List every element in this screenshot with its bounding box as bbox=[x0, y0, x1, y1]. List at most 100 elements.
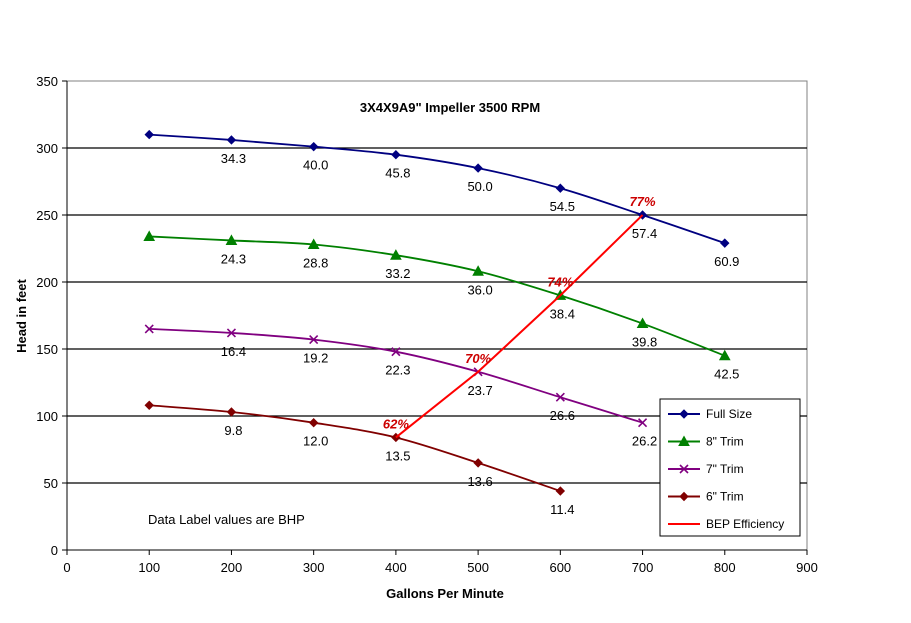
x-tick-label-800: 800 bbox=[714, 560, 736, 575]
x-tick-label-200: 200 bbox=[221, 560, 243, 575]
data-label-8-trim-200: 24.3 bbox=[221, 251, 246, 266]
point-8-trim-200 bbox=[225, 234, 238, 245]
x-tick-label-100: 100 bbox=[138, 560, 160, 575]
data-label-7-trim-300: 19.2 bbox=[303, 351, 328, 366]
point-8-trim-100 bbox=[143, 230, 156, 241]
y-tick-label-250: 250 bbox=[36, 208, 58, 223]
x-tick-label-900: 900 bbox=[796, 560, 818, 575]
data-label-full-size-400: 45.8 bbox=[385, 166, 410, 181]
chart-annotation: Data Label values are BHP bbox=[148, 512, 305, 527]
series-layer bbox=[143, 129, 731, 496]
data-labels: 34.3 40.0 45.8 50.0 54.5 57.4 60.9 24.3 28.8 33.2… bbox=[221, 151, 740, 517]
point-6-trim-200 bbox=[226, 407, 237, 417]
point-full-size-600 bbox=[555, 183, 566, 193]
point-7-trim-400-b bbox=[391, 347, 401, 357]
legend-marker-8-trim bbox=[678, 435, 690, 446]
data-label-full-size-600: 54.5 bbox=[550, 199, 575, 214]
data-label-full-size-200: 34.3 bbox=[221, 151, 246, 166]
point-6-trim-100 bbox=[144, 400, 154, 410]
data-label-8-trim-800: 42.5 bbox=[714, 367, 739, 382]
y-tick-label-100: 100 bbox=[36, 409, 58, 424]
x-tick-label-400: 400 bbox=[385, 560, 407, 575]
legend-label-6-trim: 6" Trim bbox=[706, 490, 744, 504]
data-label-full-size-300: 40.0 bbox=[303, 158, 328, 173]
legend: Full Size 8" Trim 7" Trim 6" Trim BEP Effici… bbox=[659, 398, 801, 537]
data-label-8-trim-400: 33.2 bbox=[385, 266, 410, 281]
point-8-trim-300 bbox=[307, 238, 320, 249]
eff-label-600: 74% bbox=[547, 274, 573, 289]
point-6-trim-600 bbox=[555, 486, 566, 496]
data-label-6-trim-600: 11.4 bbox=[550, 502, 574, 517]
legend-marker-full-size bbox=[679, 409, 689, 419]
point-7-trim-300 bbox=[309, 335, 319, 345]
chart-title: 3X4X9A9" Impeller 3500 RPM bbox=[360, 100, 540, 115]
legend-marker-7-trim bbox=[679, 464, 689, 474]
point-full-size-800 bbox=[720, 238, 730, 248]
point-8-trim-800 bbox=[718, 349, 731, 361]
y-tick-label-300: 300 bbox=[36, 141, 58, 156]
x-axis-title: Gallons Per Minute bbox=[386, 586, 504, 601]
data-label-6-trim-400: 13.5 bbox=[385, 448, 410, 463]
series-line-8-trim bbox=[149, 235, 726, 357]
y-tick-label-200: 200 bbox=[36, 275, 58, 290]
data-label-full-size-500: 50.0 bbox=[467, 179, 492, 194]
legend-label-8-trim: 8" Trim bbox=[706, 435, 744, 449]
point-7-trim-100-b bbox=[144, 324, 154, 334]
point-8-trim-400 bbox=[390, 249, 402, 260]
data-label-8-trim-500: 36.0 bbox=[467, 282, 492, 297]
point-full-size-300 bbox=[308, 141, 319, 152]
legend-marker-6-trim bbox=[679, 491, 689, 502]
data-label-6-trim-500: 13.6 bbox=[467, 474, 492, 489]
y-tick-label-50: 50 bbox=[44, 476, 58, 491]
point-full-size-400 bbox=[391, 149, 401, 160]
data-label-8-trim-700: 39.8 bbox=[632, 335, 657, 350]
eff-label-700: 77% bbox=[630, 194, 656, 209]
x-tick-label-0: 0 bbox=[63, 560, 70, 575]
point-7-trim-600-b bbox=[555, 392, 565, 402]
legend-label-7-trim: 7" Trim bbox=[706, 462, 744, 476]
x-tick-label-700: 700 bbox=[632, 560, 654, 575]
data-label-8-trim-300: 28.8 bbox=[303, 255, 328, 270]
point-full-size-200 bbox=[226, 135, 237, 145]
point-6-trim-300 bbox=[308, 417, 319, 428]
data-label-full-size-800: 60.9 bbox=[714, 254, 739, 269]
data-label-7-trim-600: 26.6 bbox=[550, 408, 575, 423]
point-7-trim-400 bbox=[391, 347, 401, 357]
y-tick-label-350: 350 bbox=[36, 74, 58, 89]
x-tick-label-300: 300 bbox=[303, 560, 325, 575]
eff-label-400: 62% bbox=[383, 416, 409, 431]
x-tick-label-600: 600 bbox=[549, 560, 571, 575]
point-7-trim-600 bbox=[555, 392, 565, 402]
data-label-7-trim-700: 26.2 bbox=[632, 434, 657, 449]
data-label-7-trim-400: 22.3 bbox=[385, 363, 410, 378]
point-7-trim-300-b bbox=[309, 335, 319, 345]
series-line-bep-efficiency bbox=[395, 214, 644, 439]
x-tick-label-500: 500 bbox=[467, 560, 489, 575]
series-line-6-trim bbox=[149, 404, 561, 492]
point-7-trim-200 bbox=[226, 328, 237, 338]
legend-label-full-size: Full Size bbox=[706, 407, 752, 421]
y-axis-title: Head in feet bbox=[14, 278, 29, 352]
data-label-7-trim-500: 23.7 bbox=[467, 383, 492, 398]
data-label-8-trim-600: 38.4 bbox=[550, 306, 575, 321]
point-7-trim-100 bbox=[144, 324, 154, 334]
legend-marker-7-trim-b bbox=[679, 464, 689, 474]
point-7-trim-700 bbox=[637, 418, 648, 428]
point-7-trim-200-b bbox=[226, 328, 237, 338]
point-full-size-500 bbox=[473, 163, 483, 173]
eff-label-500: 70% bbox=[465, 351, 491, 366]
point-6-trim-500 bbox=[473, 458, 483, 468]
point-8-trim-500 bbox=[472, 265, 484, 276]
point-full-size-100 bbox=[144, 129, 154, 140]
series-line-full-size bbox=[149, 133, 726, 244]
point-7-trim-700-b bbox=[637, 418, 648, 428]
data-label-6-trim-300: 12.0 bbox=[303, 434, 328, 449]
data-label-6-trim-200: 9.8 bbox=[224, 423, 242, 438]
data-label-full-size-700: 57.4 bbox=[632, 226, 657, 241]
point-8-trim-700 bbox=[636, 317, 649, 329]
legend-label-bep-efficiency: BEP Efficiency bbox=[706, 517, 784, 531]
data-label-7-trim-200: 16.4 bbox=[221, 344, 246, 359]
y-tick-label-150: 150 bbox=[36, 342, 58, 357]
y-tick-label-0: 0 bbox=[51, 543, 58, 558]
